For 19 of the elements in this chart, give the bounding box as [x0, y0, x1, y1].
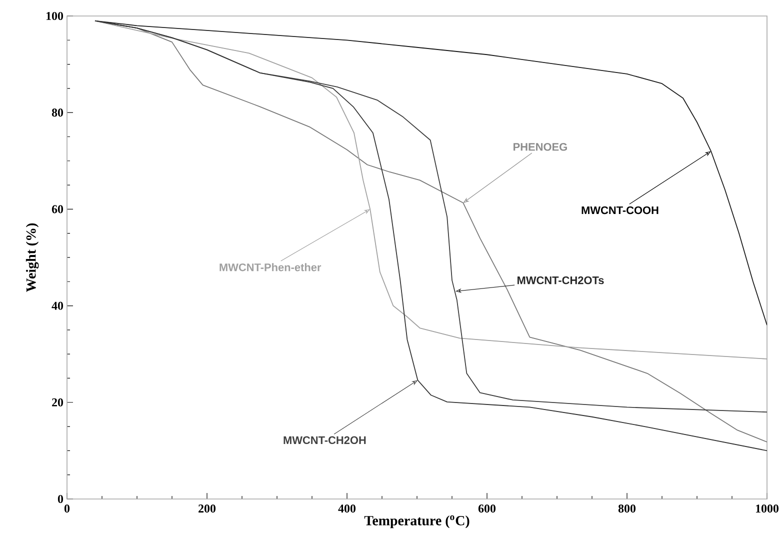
- x-tick-label: 400: [338, 504, 356, 513]
- annotation: MWCNT-Phen-ether: [220, 263, 322, 272]
- y-tick-label: 0: [58, 494, 64, 504]
- x-tick-label: 800: [618, 504, 636, 513]
- y-axis-title: Weight (%): [26, 223, 39, 292]
- annotation: MWCNT-CH2OTs: [518, 276, 604, 284]
- y-tick-label: 100: [46, 12, 64, 20]
- annotation: MWCNT-CH2OH: [284, 436, 366, 444]
- annotation: MWCNT-COOH: [582, 206, 658, 214]
- y-tick-label: 60: [52, 205, 64, 214]
- y-tick-label: 40: [52, 302, 64, 310]
- x-tick-label: 1000: [756, 504, 778, 513]
- x-tick-label: 0: [64, 504, 70, 513]
- x-tick-label: 200: [198, 504, 216, 513]
- annotation: PHENOEG: [514, 143, 567, 151]
- y-tick-label: 20: [52, 398, 64, 406]
- x-tick-label: 600: [478, 504, 496, 513]
- x-axis-title: Temperature ($^{o}$C): [364, 515, 470, 528]
- y-tick-label: 80: [52, 108, 64, 117]
